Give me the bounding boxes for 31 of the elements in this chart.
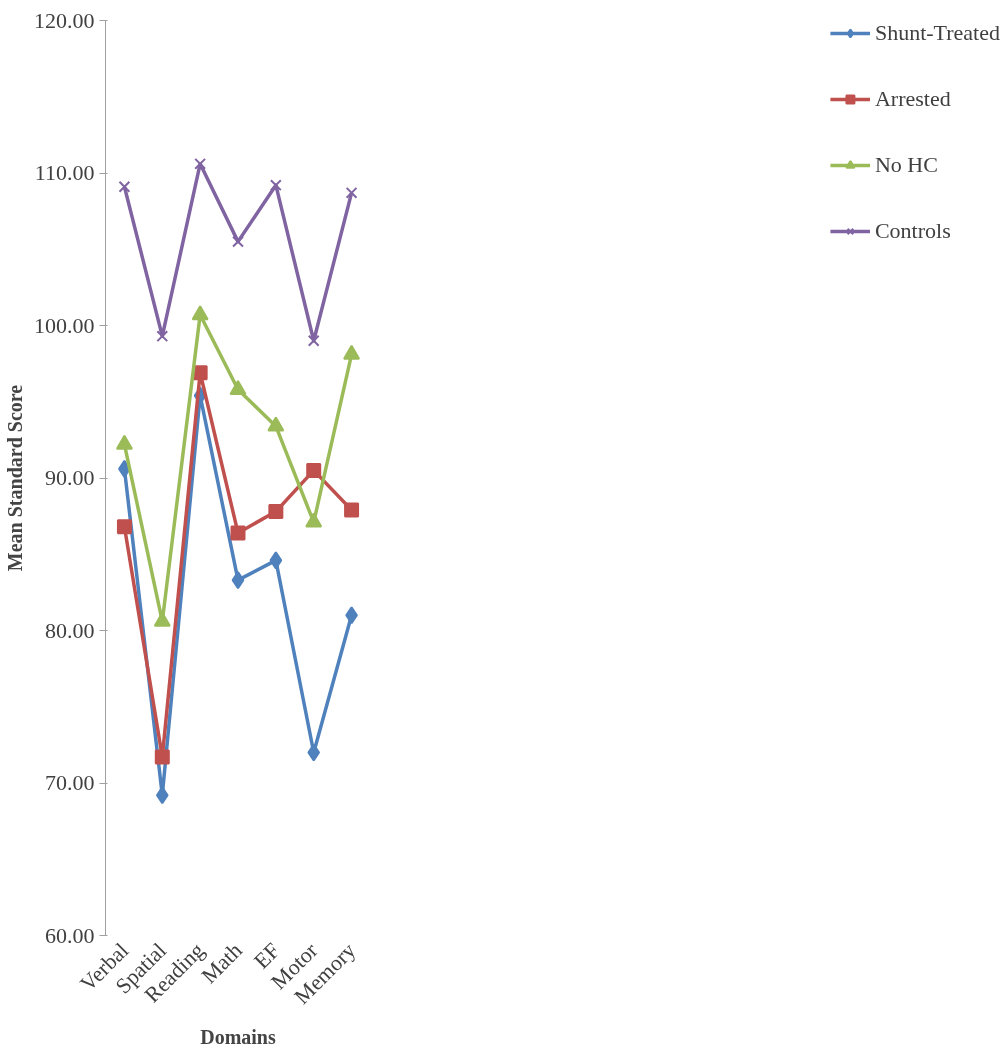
- x-axis-title: Domains: [200, 1025, 276, 1048]
- point: [154, 749, 170, 765]
- point: [118, 180, 131, 193]
- legend-label: Controls: [874, 218, 951, 244]
- y-tick-label: 90.00: [45, 465, 95, 490]
- point: [232, 235, 244, 248]
- point: [269, 179, 282, 192]
- y-axis-title: Mean Standard Score: [4, 384, 26, 572]
- y-tick-label: 80.00: [45, 617, 95, 643]
- legend-label: No HC: [874, 152, 938, 178]
- y-tick-label: 110.00: [34, 160, 95, 185]
- y-tick-label: 120.00: [34, 7, 95, 33]
- point: [344, 502, 360, 518]
- point: [269, 551, 283, 570]
- y-tick-label: 60.00: [45, 922, 95, 948]
- point: [116, 519, 132, 535]
- y-tick-label: 100.00: [34, 312, 95, 338]
- point: [230, 525, 246, 541]
- point: [345, 186, 358, 199]
- point: [268, 504, 284, 520]
- point: [191, 305, 209, 321]
- point: [306, 462, 322, 478]
- point: [307, 334, 320, 347]
- point: [307, 743, 321, 762]
- legend-label: Arrested: [874, 86, 951, 112]
- point: [155, 786, 169, 805]
- point: [231, 571, 245, 590]
- legend-label: Shunt-Treated: [874, 20, 1000, 46]
- y-tick-label: 70.00: [45, 770, 95, 795]
- point: [156, 330, 169, 343]
- point: [194, 157, 207, 170]
